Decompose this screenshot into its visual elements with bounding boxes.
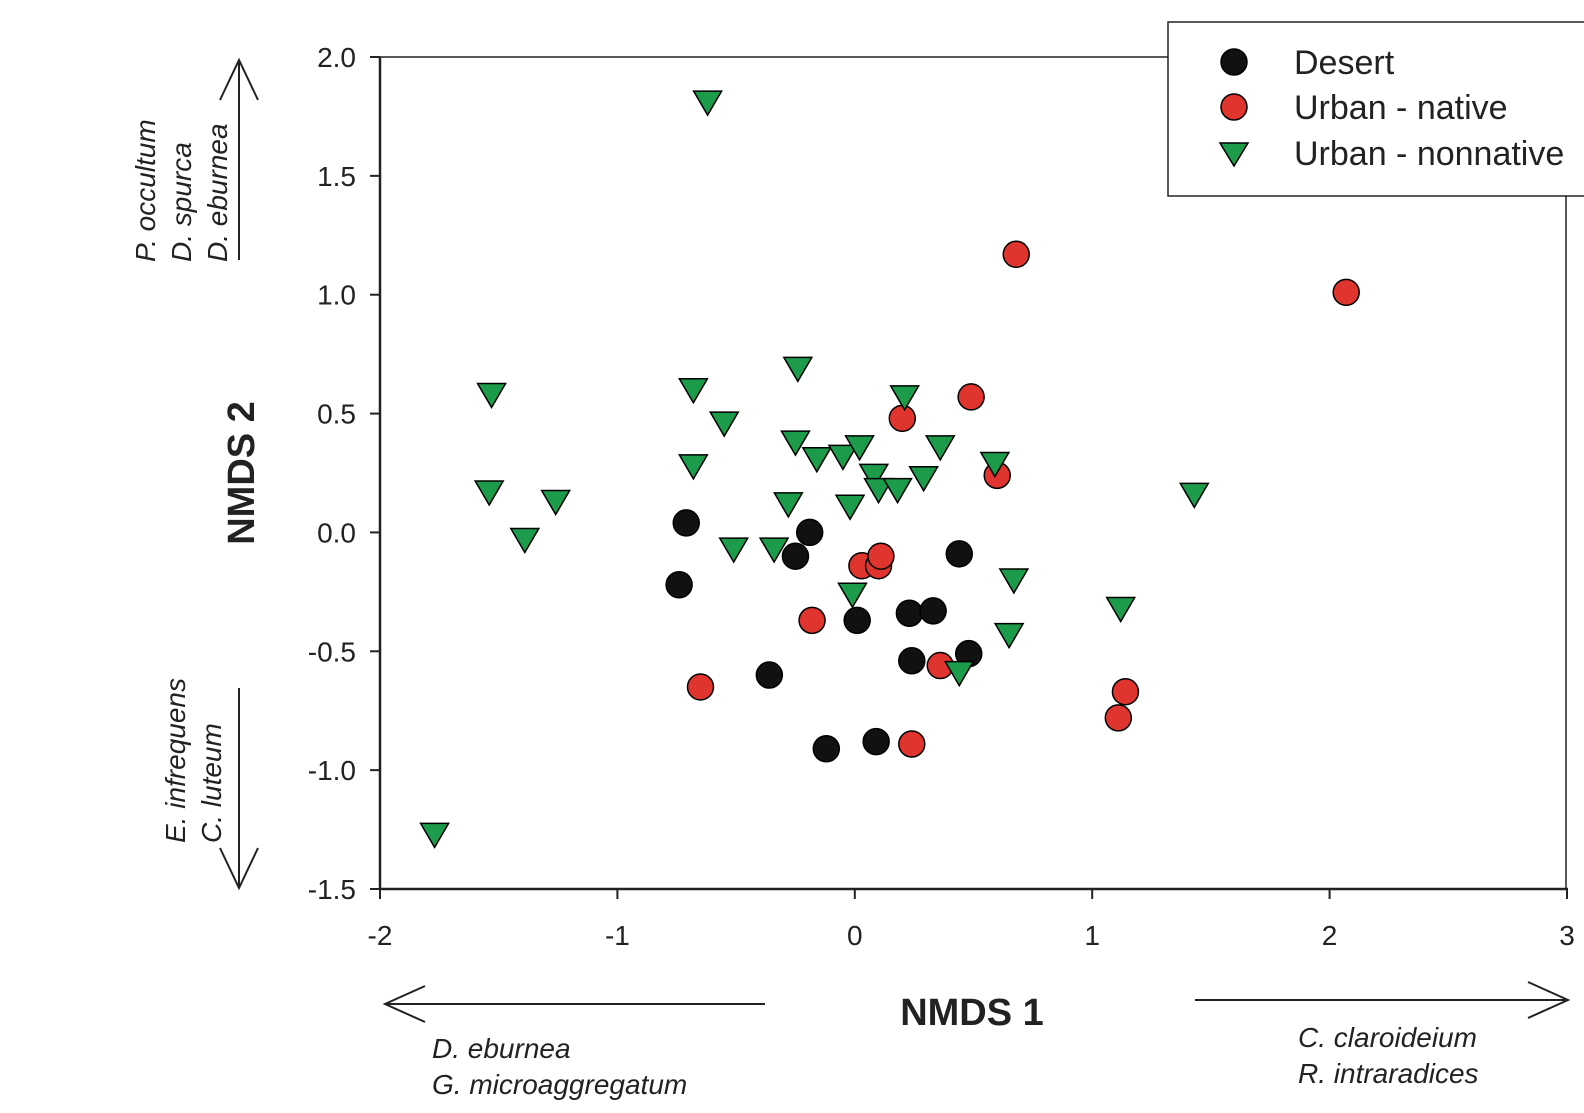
point-desert	[945, 540, 974, 568]
legend-label-desert: Desert	[1294, 44, 1395, 82]
species-label-c-claroideium: C. claroideium	[1298, 1022, 1477, 1053]
point-urban-native	[1104, 704, 1133, 732]
species-label-c-luteum: C. luteum	[196, 723, 227, 843]
y-positive-arrowhead	[219, 57, 259, 101]
y-tick-label: 0.5	[317, 399, 356, 430]
point-urban-nonnative	[758, 537, 790, 564]
y-tick-label: 0.0	[317, 517, 356, 548]
point-urban-nonnative	[993, 622, 1025, 650]
point-desert	[919, 597, 947, 625]
point-desert	[781, 542, 810, 570]
point-urban-nonnative	[476, 382, 507, 410]
point-desert	[843, 606, 871, 635]
point-urban-nonnative	[889, 385, 920, 412]
point-urban-nonnative	[998, 568, 1030, 595]
point-urban-nonnative	[540, 489, 571, 517]
y-axis-ticks: 2.0 1.5 1.0 0.5 0.0 -0.5 -1.0 -1.5	[308, 42, 380, 905]
point-urban-nonnative	[837, 582, 868, 609]
y-tick-label: -0.5	[308, 636, 356, 667]
point-urban-native	[898, 730, 926, 758]
species-label-d-eburnea-x: D. eburnea	[432, 1033, 571, 1064]
x-tick-label: -1	[605, 920, 630, 951]
legend-marker-desert	[1220, 48, 1248, 76]
point-desert	[812, 734, 841, 763]
point-urban-nonnative	[908, 466, 939, 493]
legend-marker-urban-nonnative	[1218, 142, 1250, 168]
point-urban-nonnative	[834, 494, 866, 521]
x-positive-arrowhead	[1527, 981, 1571, 1019]
x-tick-label: -2	[368, 920, 393, 951]
point-urban-nonnative	[801, 446, 833, 474]
point-urban-nonnative	[782, 356, 814, 383]
point-desert	[665, 570, 693, 599]
y-negative-annotation: E. infrequens C. luteum	[160, 678, 259, 891]
x-negative-annotation: D. eburnea G. microaggregatum	[382, 985, 765, 1100]
y-tick-label: 2.0	[317, 42, 356, 73]
point-urban-nonnative	[708, 411, 740, 438]
point-urban-native	[888, 404, 917, 433]
point-urban-nonnative	[780, 430, 811, 457]
point-urban-nonnative	[718, 537, 750, 564]
point-desert	[895, 599, 924, 628]
point-urban-nonnative	[844, 435, 875, 462]
species-label-d-eburnea-y: D. eburnea	[202, 123, 233, 262]
point-urban-nonnative	[1178, 482, 1210, 509]
point-urban-nonnative	[509, 527, 541, 555]
point-urban-nonnative	[882, 477, 913, 505]
y-axis-title: NMDS 2	[221, 401, 263, 545]
point-urban-native	[798, 606, 826, 635]
point-urban-nonnative	[827, 444, 859, 471]
point-urban-nonnative	[678, 454, 709, 481]
x-tick-label: 1	[1084, 920, 1100, 951]
point-desert	[672, 509, 700, 537]
y-tick-label: -1.5	[308, 874, 356, 905]
point-urban-nonnative	[863, 477, 894, 505]
y-positive-annotation: P. occultum D. spurca D. eburnea	[130, 57, 259, 262]
x-positive-annotation: C. claroideium R. intraradices	[1195, 981, 1571, 1089]
point-desert	[755, 661, 784, 689]
x-axis-ticks: -2 -1 0 1 2 3	[368, 889, 1575, 951]
point-urban-nonnative	[773, 492, 804, 519]
x-tick-label: 2	[1322, 920, 1338, 951]
species-label-p-occultum: P. occultum	[130, 119, 161, 262]
point-desert	[795, 518, 824, 547]
point-desert	[862, 727, 890, 756]
point-urban-nonnative	[678, 378, 709, 405]
data-points	[419, 90, 1360, 849]
x-tick-label: 3	[1559, 920, 1575, 951]
point-urban-native	[867, 542, 895, 570]
y-tick-label: -1.0	[308, 755, 356, 786]
point-urban-native	[1111, 677, 1140, 706]
legend-marker-urban-native	[1220, 93, 1248, 121]
x-negative-arrowhead	[382, 985, 426, 1023]
point-urban-nonnative	[943, 660, 975, 688]
species-label-d-spurca: D. spurca	[166, 142, 197, 262]
x-axis-title: NMDS 1	[900, 992, 1044, 1034]
point-urban-native	[1002, 240, 1030, 269]
point-urban-nonnative	[1105, 596, 1136, 623]
x-tick-label: 0	[847, 920, 863, 951]
y-tick-label: 1.5	[317, 161, 356, 192]
y-negative-arrowhead	[219, 847, 259, 891]
species-label-g-microaggregatum: G. microaggregatum	[432, 1069, 687, 1100]
point-urban-native	[1332, 278, 1360, 307]
species-label-e-infrequens: E. infrequens	[160, 678, 191, 843]
point-urban-nonnative	[924, 435, 956, 462]
legend-label-urban-nonnative: Urban - nonnative	[1294, 135, 1564, 173]
point-urban-nonnative	[979, 451, 1011, 478]
y-tick-label: 1.0	[317, 280, 356, 311]
point-urban-nonnative	[858, 463, 890, 490]
point-urban-nonnative	[419, 822, 450, 849]
legend: Desert Urban - native Urban - nonnative	[1167, 21, 1584, 197]
legend-label-urban-native: Urban - native	[1294, 89, 1508, 127]
point-urban-native	[957, 383, 985, 411]
point-desert	[898, 647, 926, 675]
point-urban-nonnative	[692, 90, 723, 117]
species-label-r-intraradices: R. intraradices	[1298, 1058, 1479, 1089]
point-urban-nonnative	[473, 480, 505, 507]
point-urban-native	[686, 673, 715, 701]
